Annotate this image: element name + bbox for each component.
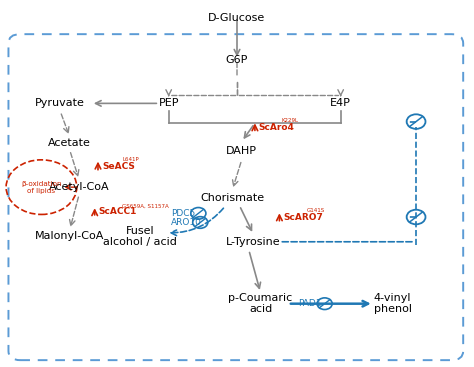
Text: ARO10: ARO10 [171, 218, 202, 227]
Text: DAHP: DAHP [226, 146, 257, 156]
Text: 4-vinyl
phenol: 4-vinyl phenol [374, 293, 411, 315]
Text: Acetyl-CoA: Acetyl-CoA [49, 182, 109, 192]
Text: PAD1: PAD1 [298, 299, 322, 308]
Text: ScACC1: ScACC1 [98, 207, 137, 217]
Text: Fusel
alcohol / acid: Fusel alcohol / acid [103, 225, 177, 247]
Text: β-oxidation
of lipids: β-oxidation of lipids [21, 181, 62, 194]
Text: L-Tyrosine: L-Tyrosine [226, 237, 281, 247]
Text: Chorismate: Chorismate [200, 193, 264, 203]
Text: Acetate: Acetate [48, 138, 91, 148]
Text: L641P: L641P [123, 157, 139, 162]
Text: ScAro4: ScAro4 [258, 123, 294, 131]
Text: ScARO7: ScARO7 [283, 212, 323, 222]
Text: Malonyl-CoA: Malonyl-CoA [35, 231, 104, 241]
Text: PEP: PEP [158, 98, 179, 108]
Text: SeACS: SeACS [103, 161, 136, 171]
Text: GS659A, S1157A: GS659A, S1157A [121, 203, 168, 208]
Text: G6P: G6P [226, 55, 248, 65]
Text: D-Glucose: D-Glucose [209, 13, 265, 23]
Text: K229L: K229L [282, 119, 299, 123]
Text: G141S: G141S [307, 208, 325, 213]
Text: Pyruvate: Pyruvate [36, 98, 85, 108]
Text: E4P: E4P [330, 98, 351, 108]
Text: PDC5: PDC5 [171, 209, 195, 218]
Text: p-Coumaric
acid: p-Coumaric acid [228, 293, 292, 315]
